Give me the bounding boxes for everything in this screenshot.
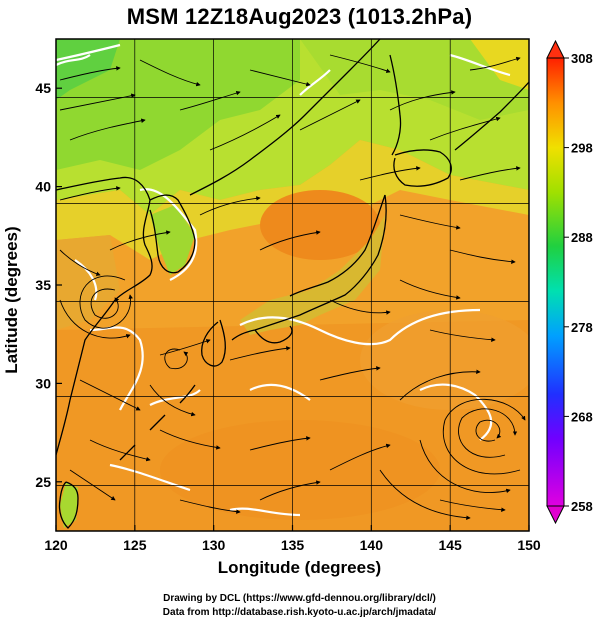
coastlines xyxy=(56,39,529,529)
y-tick-label: 40 xyxy=(35,179,51,195)
wind-streamlines xyxy=(59,54,526,520)
x-tick-label: 125 xyxy=(123,537,147,553)
x-tick-label: 130 xyxy=(202,537,226,553)
temperature-field xyxy=(56,39,529,531)
isotherm-contours xyxy=(56,43,511,517)
colorbar-gradient xyxy=(546,57,565,507)
colorbar-tick-label: 308 xyxy=(571,51,593,66)
x-axis: 120 125 130 135 140 145 150 xyxy=(44,525,541,553)
y-axis: 25 30 35 40 45 xyxy=(35,80,62,490)
graticule xyxy=(56,39,529,531)
x-tick-label: 150 xyxy=(517,537,541,553)
y-tick-label: 25 xyxy=(35,474,51,490)
colorbar-max-arrow xyxy=(546,39,565,59)
chart-title: MSM 12Z18Aug2023 (1013.2hPa) xyxy=(126,4,473,29)
y-axis-title: Latitude (degrees) xyxy=(2,226,21,374)
colorbar: 308 298 288 278 268 258 xyxy=(546,39,593,525)
colorbar-min-arrow xyxy=(546,505,565,525)
colorbar-tick-label: 298 xyxy=(571,141,593,156)
x-tick-label: 135 xyxy=(281,537,305,553)
colorbar-tick-label: 288 xyxy=(571,230,593,245)
credit-drawing: Drawing by DCL (https://www.gfd-dennou.o… xyxy=(163,593,436,604)
colorbar-tick-label: 278 xyxy=(571,320,593,335)
credit-data-source: Data from http://database.rish.kyoto-u.a… xyxy=(162,607,437,618)
x-tick-label: 120 xyxy=(44,537,68,553)
x-axis-title: Longitude (degrees) xyxy=(217,558,382,577)
colorbar-tick-label: 258 xyxy=(571,499,593,514)
y-tick-label: 45 xyxy=(35,80,51,96)
x-tick-label: 145 xyxy=(438,537,462,553)
colorbar-tick-label: 268 xyxy=(571,409,593,424)
y-tick-label: 30 xyxy=(35,375,51,391)
y-tick-label: 35 xyxy=(35,277,51,293)
x-tick-label: 140 xyxy=(360,537,384,553)
